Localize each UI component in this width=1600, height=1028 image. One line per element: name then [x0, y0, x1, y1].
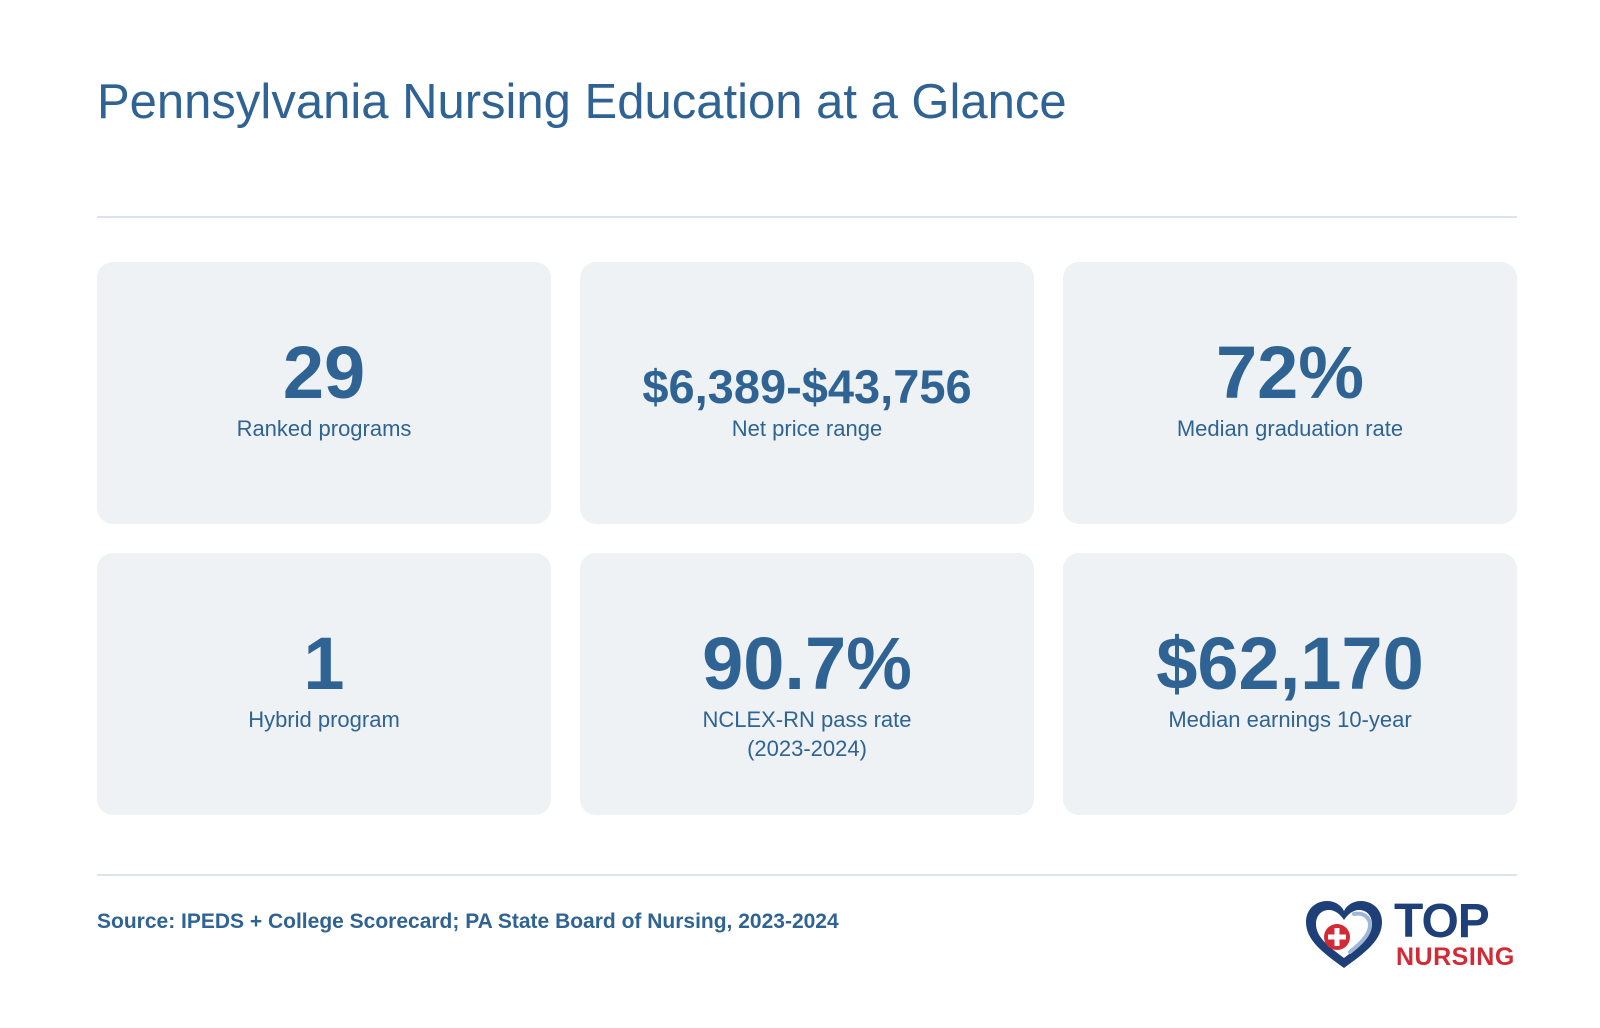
stat-label: Hybrid program: [117, 705, 531, 734]
stat-card-ranked-programs: 29 Ranked programs: [97, 262, 551, 524]
page-title: Pennsylvania Nursing Education at a Glan…: [97, 75, 1067, 129]
stat-label: Ranked programs: [117, 414, 531, 443]
stat-value: 1: [303, 622, 345, 705]
stat-label-line: Median earnings 10-year: [1168, 707, 1412, 732]
stat-card-nclex-pass-rate: 90.7% NCLEX-RN pass rate (2023-2024): [580, 553, 1034, 815]
stat-value: 72%: [1215, 331, 1365, 414]
stat-label-line: NCLEX-RN pass rate: [702, 707, 912, 732]
stat-card-net-price: $6,389-$43,756 Net price range: [580, 262, 1034, 524]
stat-value: 90.7%: [702, 622, 912, 705]
stat-value: 29: [282, 331, 366, 414]
stat-card-graduation-rate: 72% Median graduation rate: [1063, 262, 1517, 524]
stat-label-line: Hybrid program: [248, 707, 400, 732]
bottom-divider: [97, 874, 1517, 876]
top-divider: [97, 216, 1517, 218]
source-note: Source: IPEDS + College Scorecard; PA St…: [97, 910, 839, 933]
stat-card-hybrid-program: 1 Hybrid program: [97, 553, 551, 815]
stat-label-line: Net price range: [731, 416, 883, 441]
stat-label-line: Median graduation rate: [1176, 416, 1404, 441]
stat-label-line: (2023-2024): [747, 736, 867, 761]
stat-label: Net price range: [600, 414, 1014, 443]
stat-value: $62,170: [1156, 622, 1424, 705]
stat-label: Median earnings 10-year: [1083, 705, 1497, 734]
stat-card-median-earnings: $62,170 Median earnings 10-year: [1063, 553, 1517, 815]
stats-grid: 29 Ranked programs $6,389-$43,756 Net pr…: [97, 262, 1517, 815]
stat-label-line: Ranked programs: [236, 416, 412, 441]
stat-label: Median graduation rate: [1083, 414, 1497, 443]
logo-wordmark-nursing: NURSING: [1396, 943, 1515, 971]
stat-value: $6,389-$43,756: [642, 360, 972, 413]
top-nursing-logo: TOP NURSING: [1302, 898, 1522, 972]
logo-wordmark-top: TOP: [1394, 895, 1490, 948]
stat-label: NCLEX-RN pass rate (2023-2024): [600, 705, 1014, 763]
heart-cross-icon: [1306, 901, 1382, 968]
